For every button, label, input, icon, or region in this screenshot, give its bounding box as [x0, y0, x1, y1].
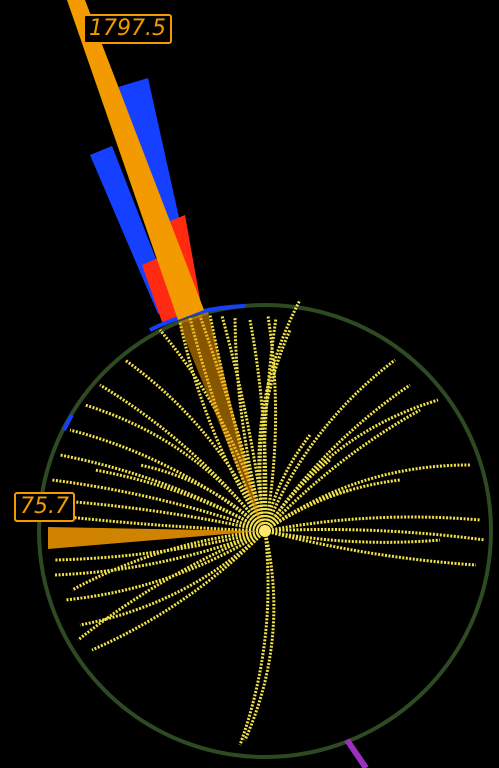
- vertex: [259, 525, 271, 537]
- ring-hit: [62, 413, 74, 431]
- track: [263, 434, 312, 532]
- track: [263, 358, 396, 532]
- track: [263, 315, 278, 532]
- track: [178, 321, 267, 532]
- track: [264, 515, 481, 533]
- jet-cone-1-base: [178, 312, 263, 531]
- muon-track: [344, 738, 369, 768]
- jets: [48, 0, 263, 549]
- track: [84, 403, 267, 532]
- track: [263, 408, 421, 533]
- track: [54, 529, 266, 577]
- track: [59, 453, 266, 533]
- track: [264, 529, 441, 544]
- track: [264, 488, 351, 533]
- track: [262, 317, 278, 532]
- track: [49, 498, 266, 533]
- jet-energy-label-2: 75.7: [14, 492, 75, 522]
- jet-cone-2: [48, 527, 263, 549]
- track: [264, 529, 477, 567]
- track: [139, 463, 267, 533]
- track: [99, 383, 267, 532]
- track: [51, 478, 266, 533]
- track: [264, 527, 486, 542]
- track: [264, 463, 471, 533]
- track: [94, 468, 266, 533]
- track: [49, 513, 266, 533]
- track: [158, 329, 267, 532]
- track: [77, 529, 266, 642]
- track: [258, 329, 292, 532]
- track: [69, 428, 266, 533]
- track: [220, 315, 267, 532]
- jet-bar-1: [67, 0, 204, 320]
- track: [263, 383, 411, 532]
- track: [124, 358, 267, 532]
- track: [71, 529, 266, 592]
- detector-ring: [37, 303, 493, 759]
- track: [79, 529, 267, 627]
- track: [238, 530, 270, 746]
- track: [91, 529, 267, 652]
- track: [243, 530, 276, 741]
- track: [257, 299, 302, 532]
- jet-energy-label-1: 1797.5: [83, 14, 172, 44]
